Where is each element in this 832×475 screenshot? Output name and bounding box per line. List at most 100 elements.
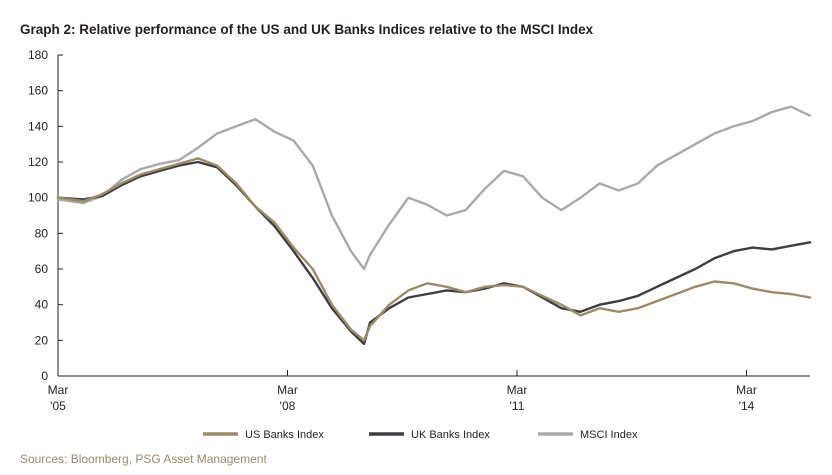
- data-point-us-banks-index: [809, 296, 811, 299]
- data-point-us-banks-index: [311, 268, 314, 270]
- data-point-msci-index: [541, 196, 544, 199]
- data-point-msci-index: [178, 159, 180, 162]
- data-point-uk-banks-index: [388, 307, 391, 310]
- data-point-msci-index: [790, 105, 792, 108]
- data-point-uk-banks-index: [426, 293, 429, 295]
- data-point-uk-banks-index: [331, 307, 333, 310]
- data-point-msci-index: [579, 196, 582, 199]
- data-point-us-banks-index: [637, 307, 639, 310]
- data-point-us-banks-index: [363, 339, 365, 342]
- data-point-msci-index: [694, 143, 697, 146]
- x-tick-label: Mar: [507, 383, 528, 397]
- data-point-us-banks-index: [445, 285, 448, 288]
- data-point-us-banks-index: [617, 310, 620, 313]
- data-point-us-banks-index: [369, 325, 371, 327]
- data-point-msci-index: [675, 154, 677, 156]
- data-point-uk-banks-index: [770, 248, 773, 251]
- source-note: Sources: Bloomberg, PSG Asset Management: [20, 452, 267, 466]
- data-point-msci-index: [732, 125, 735, 128]
- data-point-msci-index: [522, 175, 524, 178]
- data-point-uk-banks-index: [445, 289, 448, 292]
- data-point-uk-banks-index: [503, 282, 505, 285]
- data-point-us-banks-index: [464, 291, 467, 294]
- data-point-msci-index: [331, 214, 333, 217]
- data-point-us-banks-index: [388, 303, 391, 306]
- data-point-us-banks-index: [675, 293, 677, 295]
- data-point-msci-index: [617, 189, 620, 192]
- data-point-uk-banks-index: [656, 285, 658, 288]
- data-point-us-banks-index: [82, 200, 85, 203]
- data-point-us-banks-index: [216, 164, 219, 167]
- chart-title: Graph 2: Relative performance of the US …: [20, 22, 594, 37]
- data-point-us-banks-index: [407, 289, 410, 292]
- data-point-msci-index: [235, 125, 238, 128]
- y-tick-label: 60: [35, 262, 49, 276]
- legend-label: UK Banks Index: [411, 429, 490, 441]
- data-point-us-banks-index: [254, 205, 257, 208]
- legend-label: MSCI Index: [580, 429, 638, 441]
- data-point-uk-banks-index: [579, 310, 582, 313]
- data-point-msci-index: [292, 139, 295, 142]
- data-point-uk-banks-index: [369, 321, 371, 324]
- y-tick-label: 100: [28, 191, 48, 205]
- data-point-msci-index: [363, 268, 365, 270]
- data-point-msci-index: [273, 130, 276, 133]
- data-point-us-banks-index: [197, 157, 199, 160]
- data-point-msci-index: [503, 170, 505, 172]
- y-tick-label: 0: [41, 369, 48, 383]
- data-point-msci-index: [350, 250, 352, 253]
- data-point-msci-index: [770, 111, 773, 113]
- data-point-uk-banks-index: [713, 257, 716, 260]
- data-point-us-banks-index: [178, 162, 180, 165]
- data-point-uk-banks-index: [273, 225, 276, 228]
- data-point-uk-banks-index: [598, 303, 601, 306]
- data-point-us-banks-index: [713, 280, 716, 283]
- data-point-uk-banks-index: [617, 300, 620, 302]
- legend-label: US Banks Index: [245, 429, 324, 441]
- data-point-us-banks-index: [292, 246, 295, 249]
- data-point-msci-index: [560, 209, 563, 212]
- data-point-msci-index: [254, 118, 257, 121]
- data-point-us-banks-index: [694, 285, 697, 288]
- series-line-uk-banks-index: [56, 160, 812, 346]
- data-point-uk-banks-index: [363, 343, 365, 345]
- data-point-uk-banks-index: [560, 307, 563, 310]
- data-point-msci-index: [445, 214, 448, 217]
- data-point-msci-index: [637, 182, 639, 185]
- data-point-uk-banks-index: [292, 250, 295, 253]
- data-point-uk-banks-index: [732, 250, 735, 253]
- data-point-msci-index: [598, 182, 601, 185]
- data-point-us-banks-index: [541, 294, 544, 297]
- data-point-msci-index: [158, 162, 161, 165]
- data-point-us-banks-index: [751, 287, 754, 290]
- data-point-us-banks-index: [120, 182, 123, 185]
- data-point-us-banks-index: [57, 196, 59, 199]
- data-point-msci-index: [751, 120, 754, 122]
- data-point-us-banks-index: [158, 168, 161, 171]
- x-tick-label-year: '08: [280, 399, 296, 413]
- data-point-uk-banks-index: [790, 244, 792, 247]
- data-point-msci-index: [197, 146, 199, 149]
- data-point-uk-banks-index: [197, 161, 199, 163]
- data-point-us-banks-index: [560, 303, 563, 306]
- data-point-msci-index: [311, 164, 314, 167]
- data-point-msci-index: [82, 202, 85, 204]
- data-point-us-banks-index: [790, 293, 792, 295]
- y-tick-label: 120: [28, 155, 48, 169]
- data-point-us-banks-index: [484, 285, 486, 288]
- data-point-uk-banks-index: [637, 294, 639, 297]
- data-point-msci-index: [484, 187, 486, 190]
- data-point-us-banks-index: [770, 291, 773, 294]
- data-point-msci-index: [809, 114, 811, 117]
- data-point-msci-index: [713, 132, 716, 135]
- data-point-msci-index: [369, 253, 371, 256]
- data-point-msci-index: [216, 132, 219, 135]
- data-point-uk-banks-index: [311, 277, 314, 279]
- y-tick-label: 140: [28, 119, 48, 133]
- data-point-msci-index: [426, 203, 429, 206]
- data-point-us-banks-index: [139, 173, 142, 176]
- y-tick-label: 40: [35, 298, 49, 312]
- y-tick-label: 20: [35, 333, 49, 347]
- x-tick-label: Mar: [48, 383, 69, 397]
- series-line-msci-index: [56, 105, 812, 271]
